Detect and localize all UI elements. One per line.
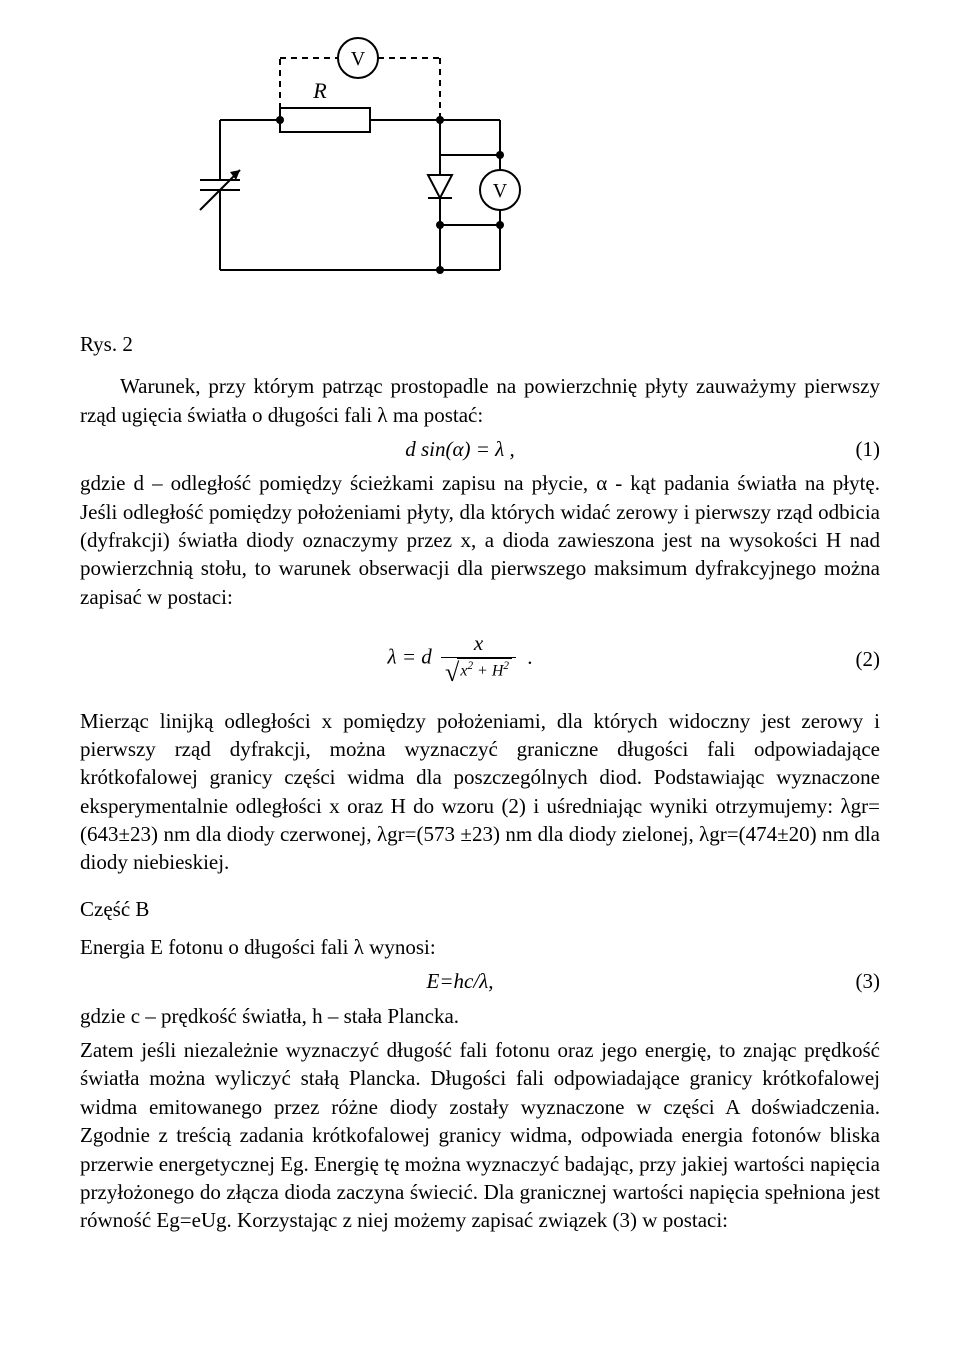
diode-icon	[428, 175, 452, 198]
page: R V V	[0, 0, 960, 1345]
eq2-den-H: H	[492, 663, 504, 680]
figure-caption: Rys. 2	[80, 330, 880, 358]
equation-3-number: (3)	[840, 967, 880, 995]
equation-1-number: (1)	[840, 435, 880, 463]
voltmeter-top-label: V	[351, 48, 366, 70]
para-intro: Warunek, przy którym patrząc prostopadle…	[80, 372, 880, 429]
para3-line2: gdzie c – prędkość światła, h – stała Pl…	[80, 1002, 880, 1030]
equation-2-row: λ = d x √ x2 + H2 . (2)	[80, 629, 880, 689]
section-b-heading: Część B	[80, 895, 880, 923]
node	[436, 266, 444, 274]
equation-3-row: E=hc/λ, (3)	[80, 967, 880, 995]
para3-line1: Energia E fotonu o długości fali λ wynos…	[80, 933, 880, 961]
para-after-eq1: gdzie d – odległość pomiędzy ścieżkami z…	[80, 469, 880, 611]
eq2-den-plus: +	[473, 663, 492, 680]
para-results: Mierząc linijką odległości x pomiędzy po…	[80, 707, 880, 877]
equation-1-row: d sin(α) = λ , (1)	[80, 435, 880, 463]
equation-1: d sin(α) = λ ,	[80, 435, 840, 463]
equation-2: λ = d x √ x2 + H2 .	[80, 629, 840, 689]
para3-line3: Zatem jeśli niezależnie wyznaczyć długoś…	[80, 1036, 880, 1234]
eq2-trailing: .	[527, 645, 532, 669]
equation-3: E=hc/λ,	[80, 967, 840, 995]
resistor-label: R	[312, 78, 327, 103]
eq2-numerator: x	[441, 629, 516, 657]
voltmeter-right-label: V	[493, 180, 508, 202]
circuit-diagram: R V V	[180, 20, 540, 300]
equation-2-number: (2)	[840, 645, 880, 673]
eq2-lhs: λ = d	[388, 645, 432, 669]
